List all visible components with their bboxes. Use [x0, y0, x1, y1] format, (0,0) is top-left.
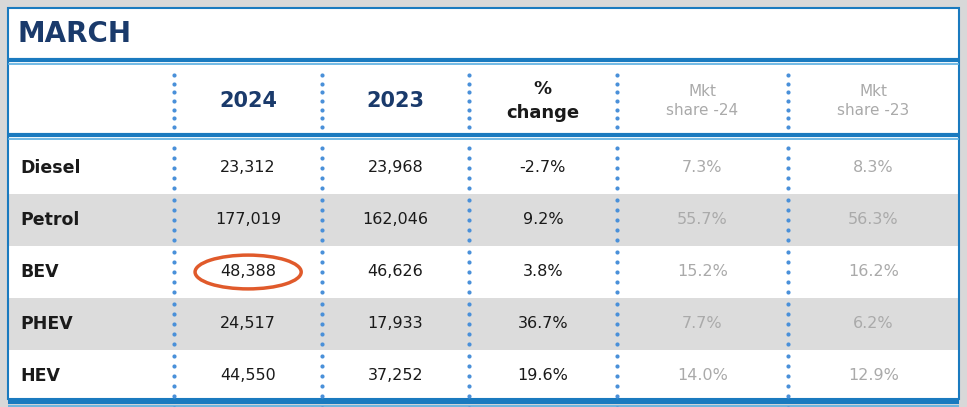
Text: 7.3%: 7.3%: [682, 160, 722, 175]
Text: 15.2%: 15.2%: [677, 265, 728, 280]
Text: 46,626: 46,626: [367, 265, 424, 280]
Text: Diesel: Diesel: [20, 159, 80, 177]
Text: Petrol: Petrol: [20, 211, 79, 229]
Text: 8.3%: 8.3%: [853, 160, 894, 175]
Bar: [8, 246, 959, 298]
Text: Mkt
share -23: Mkt share -23: [837, 83, 910, 118]
Text: 37,252: 37,252: [367, 368, 424, 383]
Text: 12.9%: 12.9%: [848, 368, 899, 383]
Bar: [8, 350, 959, 402]
Text: BEV: BEV: [20, 263, 59, 281]
Text: 36.7%: 36.7%: [517, 317, 569, 331]
Text: 14.0%: 14.0%: [677, 368, 728, 383]
Bar: [8, 142, 959, 194]
Text: PHEV: PHEV: [20, 315, 73, 333]
Text: %
change: % change: [507, 80, 579, 122]
Text: Mkt
share -24: Mkt share -24: [666, 83, 738, 118]
Text: 6.2%: 6.2%: [853, 317, 894, 331]
Text: 56.3%: 56.3%: [848, 212, 898, 228]
Text: 19.6%: 19.6%: [517, 368, 569, 383]
Text: 16.2%: 16.2%: [848, 265, 899, 280]
Text: 7.7%: 7.7%: [682, 317, 722, 331]
Bar: [8, 194, 959, 246]
Text: HEV: HEV: [20, 367, 60, 385]
Text: 2024: 2024: [220, 91, 278, 111]
Text: 9.2%: 9.2%: [522, 212, 563, 228]
Text: 44,550: 44,550: [220, 368, 276, 383]
Text: 177,019: 177,019: [215, 212, 281, 228]
Text: 23,968: 23,968: [367, 160, 424, 175]
Text: MARCH: MARCH: [18, 20, 132, 48]
Text: 3.8%: 3.8%: [522, 265, 563, 280]
Text: -2.7%: -2.7%: [519, 160, 566, 175]
Bar: [8, 298, 959, 350]
Bar: [8, 402, 959, 407]
Text: 162,046: 162,046: [363, 212, 428, 228]
Text: 23,312: 23,312: [220, 160, 276, 175]
Text: 55.7%: 55.7%: [677, 212, 727, 228]
Text: 48,388: 48,388: [220, 265, 277, 280]
Text: 24,517: 24,517: [220, 317, 276, 331]
Text: 2023: 2023: [366, 91, 425, 111]
Text: 17,933: 17,933: [367, 317, 424, 331]
